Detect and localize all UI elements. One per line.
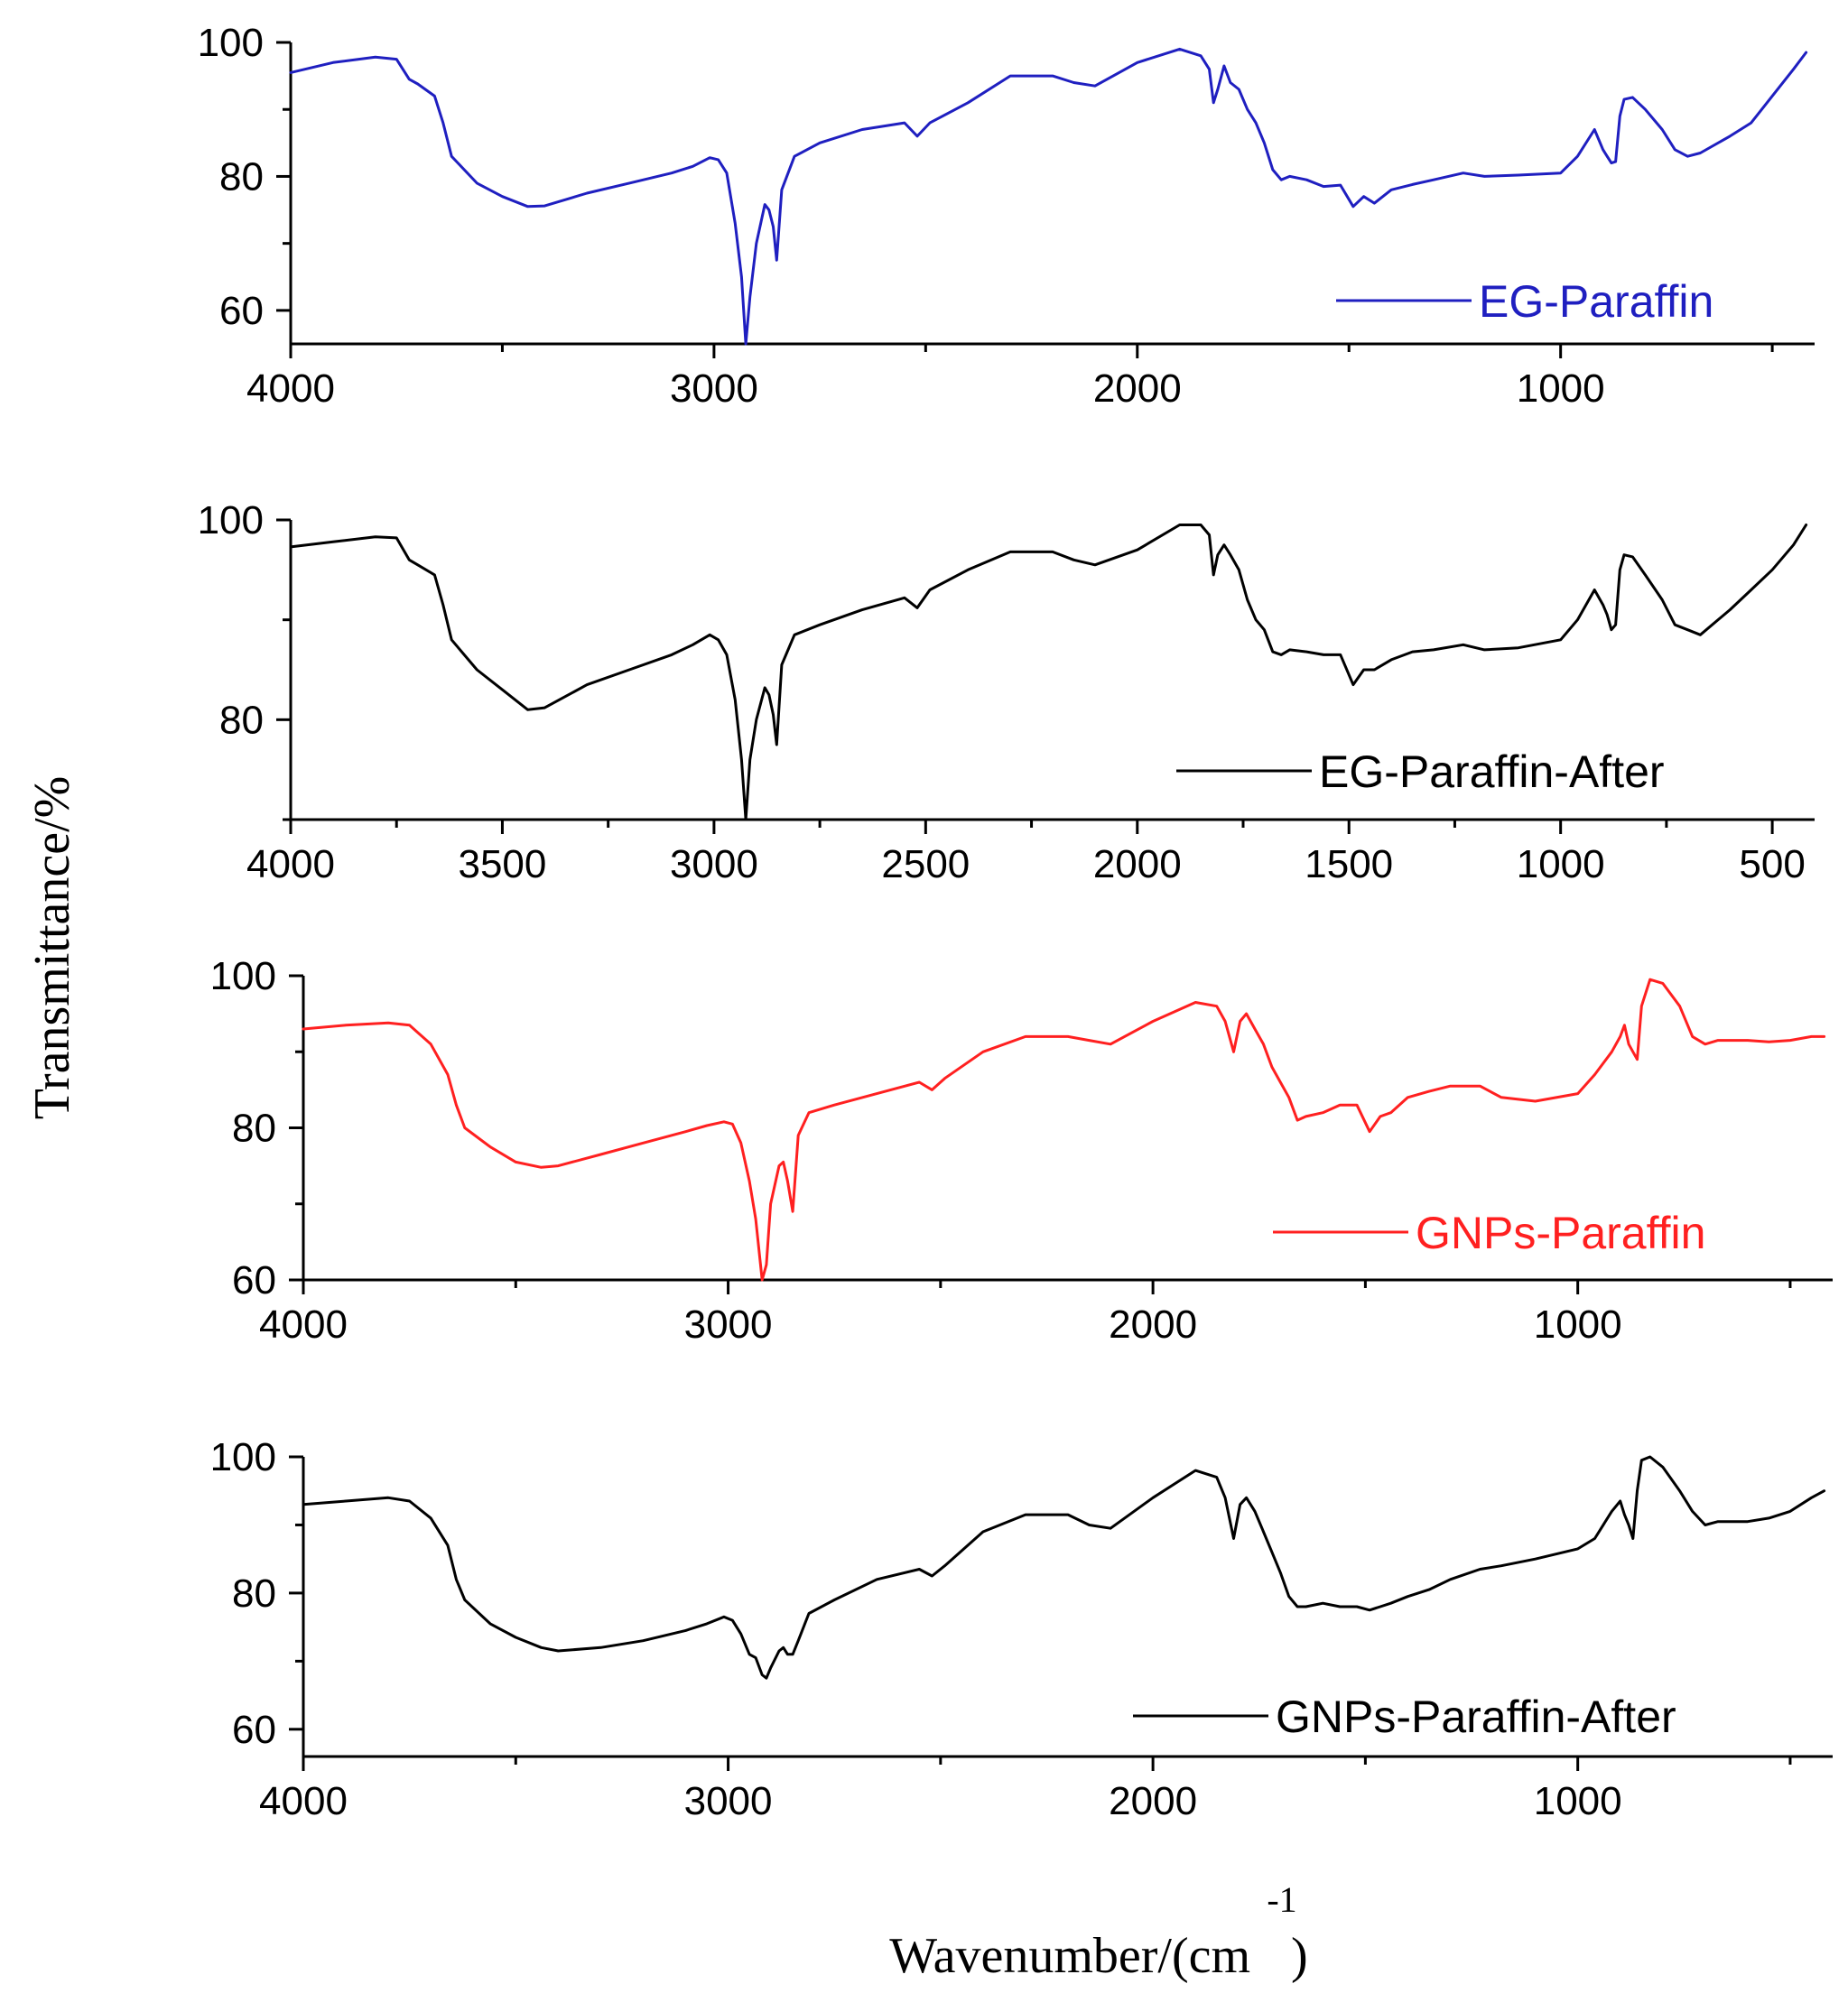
y-tick-label: 100	[210, 954, 276, 998]
x-tick-label: 3500	[458, 842, 546, 886]
x-tick-label: 2000	[1109, 1779, 1197, 1823]
y-tick-label: 100	[198, 21, 264, 65]
y-tick-label: 60	[219, 289, 264, 333]
x-axis-title-close: )	[1291, 1928, 1308, 1984]
y-tick-label: 80	[219, 698, 264, 742]
x-tick-label: 3000	[684, 1779, 773, 1823]
y-tick-label: 80	[232, 1571, 276, 1616]
x-tick-label: 1000	[1534, 1779, 1622, 1823]
y-axis-title: Transmittance/%	[24, 776, 80, 1120]
y-tick-label: 80	[219, 154, 264, 199]
x-tick-label: 1000	[1534, 1302, 1622, 1347]
legend-label: GNPs-Paraffin-After	[1276, 1692, 1676, 1742]
x-tick-label: 2000	[1093, 366, 1182, 411]
legend-label: EG-Paraffin	[1479, 276, 1713, 327]
y-tick-label: 80	[232, 1107, 276, 1151]
spectrum-line	[289, 47, 1808, 346]
x-tick-label: 3000	[684, 1302, 773, 1347]
x-tick-label: 3000	[670, 366, 758, 411]
x-tick-label: 2000	[1093, 842, 1182, 886]
y-tick-label: 100	[198, 498, 264, 542]
x-tick-label: 1500	[1305, 842, 1393, 886]
x-tick-label: 500	[1739, 842, 1805, 886]
x-tick-label: 2000	[1109, 1302, 1197, 1347]
spectrum-panel-3: 4000 3000 2000 1000 60 80 100 GNPs-Paraffin	[210, 954, 1833, 1347]
legend-label: EG-Paraffin-After	[1319, 746, 1665, 797]
x-tick-label: 3000	[670, 842, 758, 886]
x-tick-label: 1000	[1517, 842, 1605, 886]
spectrum-line	[302, 978, 1826, 1282]
y-tick-label: 60	[232, 1258, 276, 1302]
x-tick-label: 2500	[881, 842, 970, 886]
x-axis-title: Wavenumber/(cm	[889, 1928, 1250, 1984]
spectrum-panel-1: 4000 3000 2000 1000 60 80 100 EG-Paraffin	[198, 21, 1815, 411]
y-tick-label: 100	[210, 1435, 276, 1479]
spectrum-panel-2: 4000 3500 3000 2500 2000 1500 1000 500 80 100 EG-P…	[198, 498, 1815, 886]
legend-label: GNPs-Paraffin	[1416, 1208, 1705, 1258]
x-tick-label: 4000	[246, 366, 335, 411]
x-tick-label: 1000	[1517, 366, 1605, 411]
spectrum-line	[289, 524, 1808, 821]
x-tick-label: 4000	[259, 1779, 348, 1823]
y-tick-label: 60	[232, 1708, 276, 1752]
x-axis-title-superscript: -1	[1267, 1879, 1296, 1920]
x-tick-label: 4000	[246, 842, 335, 886]
spectrum-panel-4: 4000 3000 2000 1000 60 80 100 GNPs-Paraffin-Aft…	[210, 1435, 1833, 1823]
x-tick-label: 4000	[259, 1302, 348, 1347]
spectrum-line	[302, 1455, 1826, 1680]
